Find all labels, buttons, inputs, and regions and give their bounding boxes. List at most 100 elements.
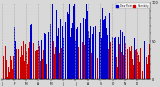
Bar [114, 37, 115, 79]
Bar [124, 36, 125, 79]
Bar [66, 19, 67, 79]
Bar [58, 28, 59, 79]
Bar [116, 57, 117, 79]
Bar [16, 49, 17, 79]
Bar [12, 68, 13, 79]
Bar [84, 45, 85, 79]
Bar [14, 27, 15, 79]
Bar [72, 23, 73, 79]
Bar [125, 43, 126, 79]
Bar [9, 72, 10, 79]
Bar [88, 31, 89, 79]
Bar [119, 44, 120, 79]
Bar [127, 49, 128, 79]
Bar [135, 50, 136, 79]
Bar [52, 4, 53, 79]
Bar [95, 26, 96, 79]
Bar [69, 4, 70, 79]
Bar [73, 6, 74, 79]
Bar [65, 22, 66, 79]
Bar [39, 46, 40, 79]
Bar [20, 57, 21, 79]
Bar [134, 38, 135, 79]
Bar [141, 48, 142, 79]
Bar [115, 37, 116, 79]
Bar [92, 34, 93, 79]
Bar [57, 36, 58, 79]
Bar [131, 46, 132, 79]
Bar [76, 29, 77, 79]
Bar [123, 55, 124, 79]
Bar [109, 13, 110, 79]
Bar [101, 38, 102, 79]
Bar [27, 64, 28, 79]
Bar [48, 32, 49, 79]
Bar [103, 20, 104, 79]
Bar [59, 53, 60, 79]
Bar [143, 55, 144, 79]
Bar [149, 44, 150, 79]
Bar [108, 49, 109, 79]
Bar [96, 4, 97, 79]
Bar [99, 32, 100, 79]
Bar [105, 16, 106, 79]
Legend: Dew Point, Humidity: Dew Point, Humidity [116, 3, 150, 8]
Bar [110, 42, 111, 79]
Bar [18, 49, 19, 79]
Bar [29, 42, 30, 79]
Bar [77, 27, 78, 79]
Bar [19, 55, 20, 79]
Bar [148, 54, 149, 79]
Bar [23, 41, 24, 79]
Bar [74, 4, 75, 79]
Bar [45, 34, 46, 79]
Bar [26, 51, 27, 79]
Bar [82, 42, 83, 79]
Bar [87, 11, 88, 79]
Bar [117, 67, 118, 79]
Bar [78, 47, 79, 79]
Bar [129, 47, 130, 79]
Bar [51, 15, 52, 79]
Bar [140, 48, 141, 79]
Bar [102, 8, 103, 79]
Bar [3, 56, 4, 79]
Bar [98, 39, 99, 79]
Bar [4, 43, 5, 79]
Bar [71, 28, 72, 79]
Bar [146, 57, 147, 79]
Bar [83, 18, 84, 79]
Bar [25, 44, 26, 79]
Bar [56, 10, 57, 79]
Bar [63, 38, 64, 79]
Bar [142, 71, 143, 79]
Bar [7, 77, 8, 79]
Bar [89, 38, 90, 79]
Bar [37, 50, 38, 79]
Bar [6, 60, 7, 79]
Bar [42, 59, 43, 79]
Bar [137, 52, 138, 79]
Bar [5, 46, 6, 79]
Bar [136, 49, 137, 79]
Bar [112, 37, 113, 79]
Bar [41, 40, 42, 79]
Bar [86, 4, 87, 79]
Bar [28, 48, 29, 79]
Bar [121, 52, 122, 79]
Bar [130, 52, 131, 79]
Bar [44, 33, 45, 79]
Bar [47, 36, 48, 79]
Bar [50, 24, 51, 79]
Bar [85, 19, 86, 79]
Bar [118, 37, 119, 79]
Bar [122, 32, 123, 79]
Bar [22, 55, 23, 79]
Bar [111, 17, 112, 79]
Bar [91, 53, 92, 79]
Bar [93, 27, 94, 79]
Bar [104, 19, 105, 79]
Bar [90, 26, 91, 79]
Bar [32, 44, 33, 79]
Bar [128, 35, 129, 79]
